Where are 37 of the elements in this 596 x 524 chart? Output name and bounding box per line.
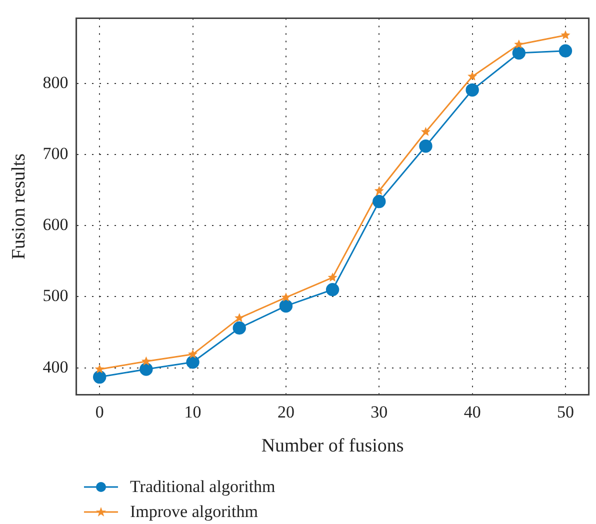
point (188, 349, 198, 358)
legend-label: Improve algorithm (130, 502, 258, 522)
point (140, 362, 153, 376)
point (558, 44, 572, 58)
point (141, 356, 151, 366)
point (186, 356, 200, 369)
point (468, 71, 478, 81)
x-tick-label: 50 (557, 402, 574, 422)
x-tick-label: 30 (370, 402, 388, 422)
y-tick-label: 800 (42, 73, 68, 92)
y-tick-label: 500 (42, 286, 68, 306)
x-tick-label: 10 (184, 402, 202, 422)
y-axis-title: Fusion results (8, 153, 30, 260)
point (232, 321, 246, 335)
point (279, 299, 293, 313)
x-tick-label: 20 (277, 402, 294, 422)
point (560, 30, 570, 40)
point (94, 364, 104, 374)
y-tick-label: 600 (42, 215, 68, 234)
point (326, 283, 340, 296)
point (234, 313, 244, 322)
point (514, 39, 524, 49)
point (281, 292, 291, 302)
point (92, 370, 106, 384)
legend-label: Traditional algorithm (130, 476, 276, 496)
point (512, 46, 526, 60)
point (419, 140, 432, 153)
y-tick-label: 700 (42, 144, 68, 164)
x-tick-label: 0 (95, 402, 104, 422)
point (466, 83, 479, 97)
x-axis-title: Number of fusions (261, 436, 404, 457)
point (372, 194, 386, 208)
point (374, 186, 384, 195)
point (420, 126, 430, 136)
y-tick-label: 400 (42, 357, 68, 376)
point (328, 272, 338, 282)
x-tick-label: 40 (464, 402, 481, 422)
